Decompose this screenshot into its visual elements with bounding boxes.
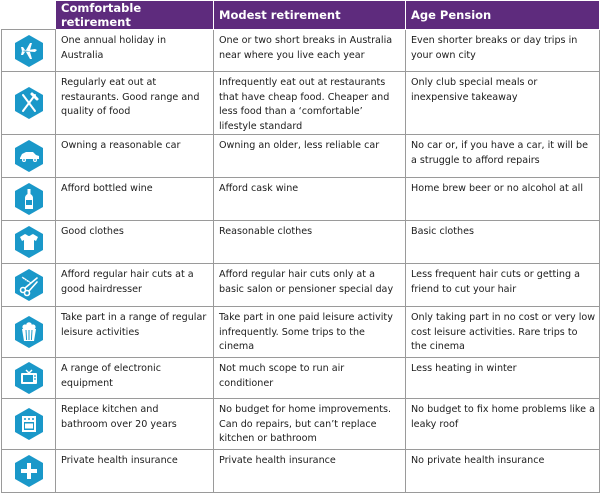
knife-fork-icon (14, 87, 43, 119)
cell-modest: Owning an older, less reliable car (213, 134, 406, 178)
cell-comfortable: Good clothes (55, 220, 214, 264)
cell-modest: Reasonable clothes (213, 220, 406, 264)
table-row: Replace kitchen and bathroom over 20 yea… (1, 398, 600, 450)
car-icon (14, 140, 43, 172)
table-row: Regularly eat out at restaurants. Good r… (1, 71, 600, 135)
cell-age-pension: No private health insurance (405, 449, 600, 493)
table-row: Take part in a range of regular leisure … (1, 306, 600, 358)
icon-cell (1, 177, 56, 221)
cell-age-pension: No budget to fix home problems like a le… (405, 398, 600, 450)
cell-comfortable: Replace kitchen and bathroom over 20 yea… (55, 398, 214, 450)
cell-comfortable: Take part in a range of regular leisure … (55, 306, 214, 358)
cell-comfortable: Owning a reasonable car (55, 134, 214, 178)
icon-cell (1, 449, 56, 493)
cell-comfortable: Private health insurance (55, 449, 214, 493)
cell-age-pension: Less frequent hair cuts or getting a fri… (405, 263, 600, 307)
cell-modest: No budget for home improvements. Can do … (213, 398, 406, 450)
cell-modest: Afford regular hair cuts only at a basic… (213, 263, 406, 307)
icon-cell (1, 220, 56, 264)
airplane-icon (14, 34, 43, 67)
table-row: Owning a reasonable car Owning an older,… (1, 134, 600, 178)
cell-age-pension: Less heating in winter (405, 357, 600, 399)
icon-cell (1, 71, 56, 135)
cell-age-pension: Only club special meals or inexpensive t… (405, 71, 600, 135)
cell-modest: Afford cask wine (213, 177, 406, 221)
table-row: Afford regular hair cuts at a good haird… (1, 263, 600, 307)
header-blank-cell (1, 0, 56, 30)
cell-comfortable: One annual holiday in Australia (55, 29, 214, 72)
cell-modest: Private health insurance (213, 449, 406, 493)
tshirt-icon (14, 226, 43, 258)
cell-modest: Take part in one paid leisure activity i… (213, 306, 406, 358)
table-row: Afford bottled wine Afford cask wine Hom… (1, 177, 600, 221)
scissors-comb-icon (14, 269, 43, 301)
cell-comfortable: Regularly eat out at restaurants. Good r… (55, 71, 214, 135)
icon-cell (1, 134, 56, 178)
cell-modest: Not much scope to run air conditioner (213, 357, 406, 399)
wine-bottle-icon (14, 183, 43, 215)
icon-cell (1, 398, 56, 450)
header-row: Comfortable retirement Modest retirement… (1, 0, 600, 30)
television-icon (14, 362, 43, 394)
icon-cell (1, 357, 56, 399)
cell-modest: Infrequently eat out at restaurants that… (213, 71, 406, 135)
cell-comfortable: Afford regular hair cuts at a good haird… (55, 263, 214, 307)
table-row: Good clothes Reasonable clothes Basic cl… (1, 220, 600, 264)
cell-age-pension: No car or, if you have a car, it will be… (405, 134, 600, 178)
popcorn-icon (14, 316, 43, 348)
kitchen-oven-icon (14, 408, 43, 440)
cell-age-pension: Only taking part in no cost or very low … (405, 306, 600, 358)
cell-modest: One or two short breaks in Australia nea… (213, 29, 406, 72)
table-row: One annual holiday in Australia One or t… (1, 29, 600, 72)
cell-comfortable: Afford bottled wine (55, 177, 214, 221)
icon-cell (1, 306, 56, 358)
header-modest: Modest retirement (213, 0, 406, 30)
cell-comfortable: A range of electronic equipment (55, 357, 214, 399)
header-comfortable: Comfortable retirement (55, 0, 214, 30)
table-row: Private health insurance Private health … (1, 449, 600, 493)
cell-age-pension: Basic clothes (405, 220, 600, 264)
table-row: A range of electronic equipment Not much… (1, 357, 600, 399)
cell-age-pension: Even shorter breaks or day trips in your… (405, 29, 600, 72)
cell-age-pension: Home brew beer or no alcohol at all (405, 177, 600, 221)
icon-cell (1, 29, 56, 72)
icon-cell (1, 263, 56, 307)
medical-cross-icon (14, 455, 43, 487)
header-age-pension: Age Pension (405, 0, 600, 30)
